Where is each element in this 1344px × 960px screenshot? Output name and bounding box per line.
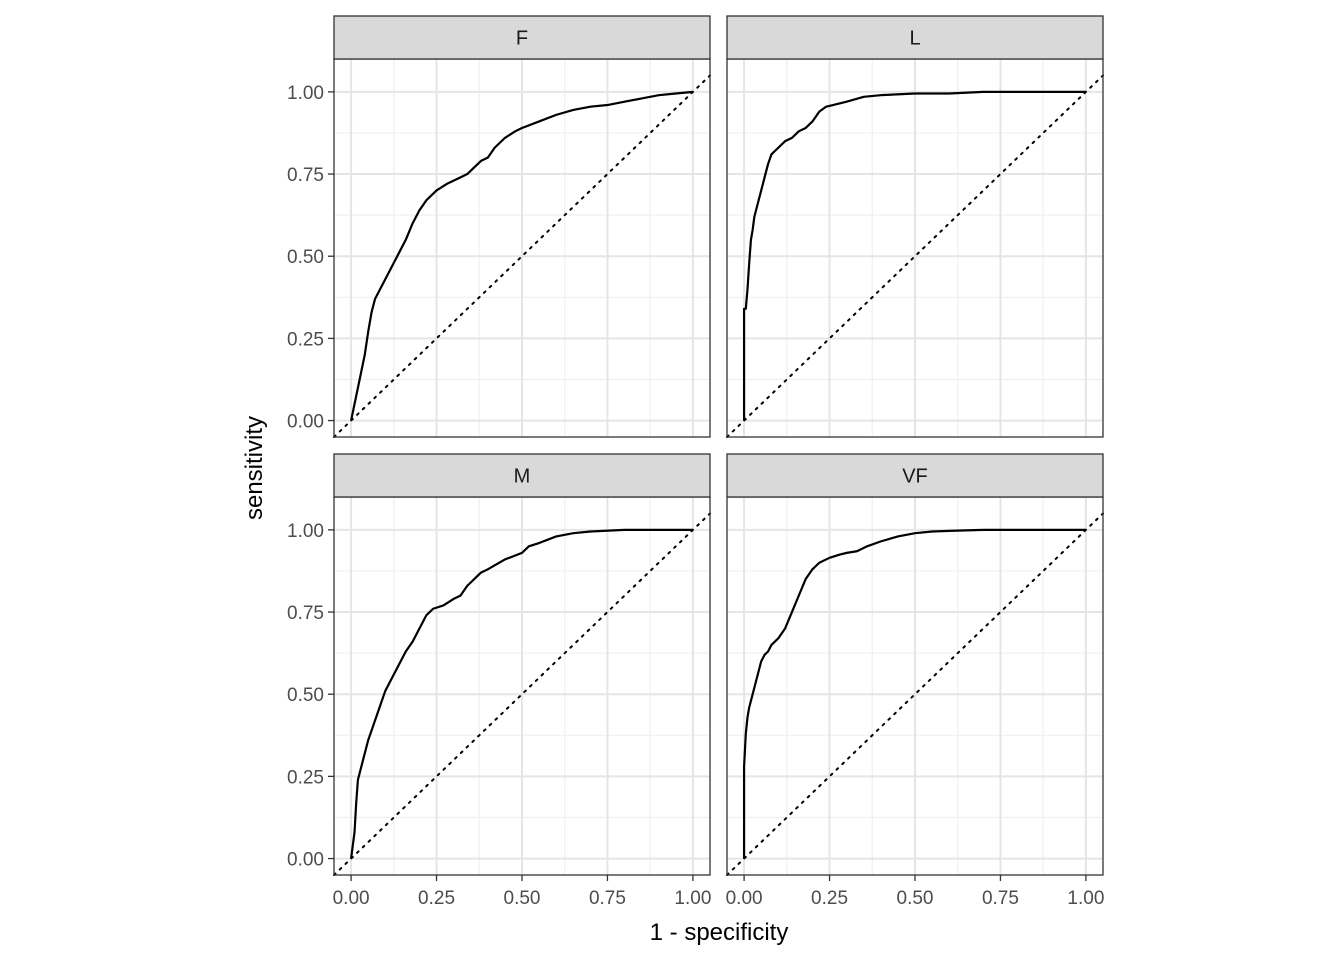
- x-tick-label: 1.00: [674, 888, 711, 909]
- facet-panel-m: M 0.00 0.25 0.50 0.75 1.00 0.00 0.25 0.50 0.75 1.0…: [287, 453, 711, 909]
- y-tick-label: 0.25: [287, 329, 324, 350]
- diagonal-reference-line: [333, 512, 711, 876]
- roc-curve-vf: [742, 528, 1086, 859]
- facet-strip: [726, 453, 1104, 498]
- y-tick-label: 0.00: [287, 412, 324, 433]
- y-tick-label: 1.00: [287, 521, 324, 542]
- roc-curve-f: [350, 90, 694, 421]
- x-tick-label: 0.50: [897, 888, 934, 909]
- x-axis-title: 1 - specificity: [650, 919, 789, 946]
- facet-panels: F 0.00 0.25 0.50 0.75 1.00 L M 0.00 0.25 0.50 0.75 1…: [287, 15, 1104, 909]
- facet-strip-label: M: [514, 466, 531, 488]
- y-tick-label: 1.00: [287, 83, 324, 104]
- diagonal-reference-line: [726, 74, 1104, 438]
- x-tick-label: 0.25: [811, 888, 848, 909]
- y-tick-label: 0.25: [287, 767, 324, 788]
- y-tick-label: 0.75: [287, 165, 324, 186]
- x-tick-label: 0.25: [418, 888, 455, 909]
- y-tick-label: 0.50: [287, 247, 324, 268]
- x-tick-label: 0.50: [504, 888, 541, 909]
- x-tick-label: 0.75: [589, 888, 626, 909]
- facet-strip: [333, 453, 711, 498]
- x-tick-label: 0.00: [726, 888, 763, 909]
- x-tick-label: 0.00: [333, 888, 370, 909]
- x-tick-label: 1.00: [1067, 888, 1104, 909]
- x-tick-label: 0.75: [982, 888, 1019, 909]
- diagonal-reference-line: [333, 74, 711, 438]
- facet-panel-vf: VF 0.00 0.25 0.50 0.75 1.00: [726, 453, 1104, 909]
- facet-strip: [333, 15, 711, 60]
- roc-curve-m: [349, 528, 693, 859]
- facet-panel-l: L: [726, 15, 1104, 438]
- y-tick-label: 0.50: [287, 685, 324, 706]
- y-axis-title: sensitivity: [241, 416, 268, 520]
- diagonal-reference-line: [726, 512, 1104, 876]
- roc-curve-l: [742, 90, 1086, 421]
- y-tick-label: 0.75: [287, 603, 324, 624]
- facet-panel-f: F 0.00 0.25 0.50 0.75 1.00: [287, 15, 711, 438]
- facet-strip-label: VF: [902, 466, 928, 488]
- facet-strip-label: F: [516, 28, 528, 50]
- y-tick-label: 0.00: [287, 850, 324, 871]
- facet-strip-label: L: [909, 28, 920, 50]
- facet-strip: [726, 15, 1104, 60]
